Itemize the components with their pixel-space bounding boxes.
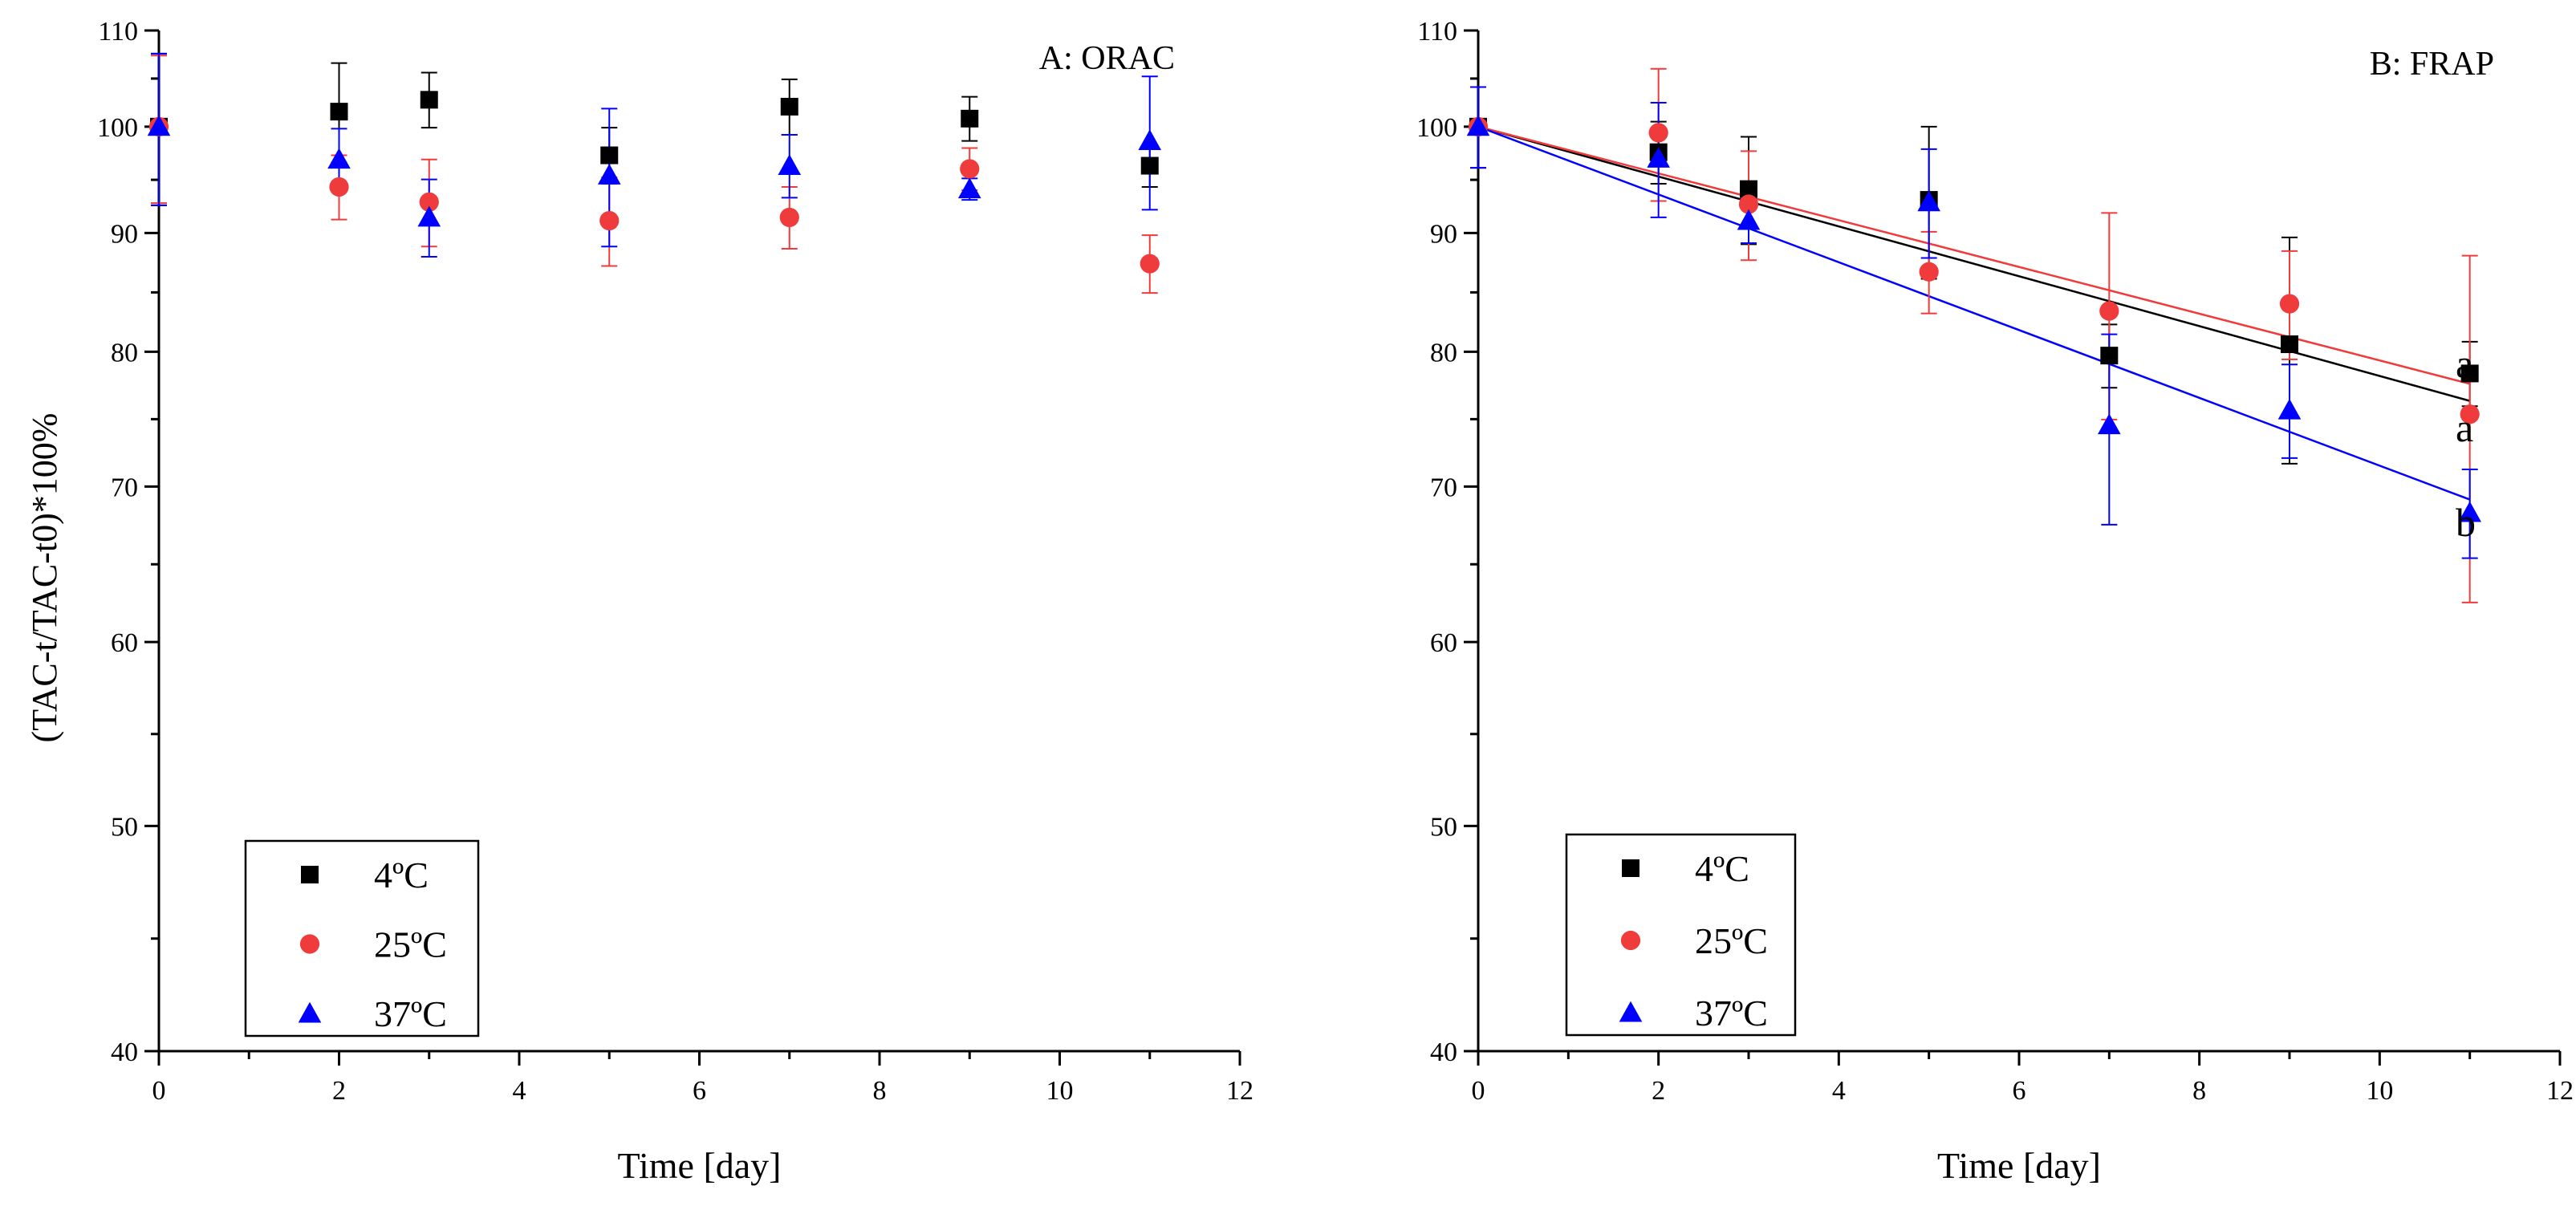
x-tick-label: 6 (693, 1076, 706, 1106)
data-point (1919, 262, 1939, 282)
circle-icon (299, 934, 320, 954)
legend-box (1565, 833, 1797, 1037)
x-tick-label: 2 (332, 1076, 346, 1106)
triangle-icon (298, 1001, 322, 1023)
panel-frap: 0 2 4 6 8 10 12 40 50 60 70 80 90 100 110 Time [day] B: … (1416, 17, 2574, 1186)
y-tick-label: 60 (1430, 628, 1457, 658)
x-tick-label: 10 (2366, 1076, 2393, 1106)
x-tick-label: 0 (1472, 1076, 1485, 1106)
data-point (330, 103, 348, 121)
panel-orac: 0 2 4 6 8 10 12 40 50 60 70 80 90 100 110 Time [day] A: … (97, 17, 1253, 1186)
data-point (419, 192, 439, 212)
x-tick-label: 0 (152, 1076, 166, 1106)
data-point (778, 154, 802, 175)
data-point (957, 177, 981, 199)
data-point (2279, 294, 2300, 314)
data-point (2458, 501, 2481, 522)
y-tick-label: 80 (1430, 338, 1457, 367)
data-point (2099, 301, 2119, 321)
x-tick-label: 4 (513, 1076, 526, 1106)
data-point (960, 159, 980, 179)
data-point (1138, 129, 1162, 151)
square-icon (301, 866, 319, 883)
data-point (1140, 254, 1160, 274)
legend-label: 37ºC (374, 993, 447, 1034)
x-tick-label: 6 (2013, 1076, 2026, 1106)
fit-line (1477, 125, 2471, 501)
x-tick-label: 8 (873, 1076, 887, 1106)
y-tick-label: 60 (111, 628, 138, 658)
data-point (599, 210, 620, 231)
data-point (780, 97, 798, 116)
legend-box (244, 839, 480, 1037)
annotation-label: a (2456, 341, 2473, 386)
y-tick-label: 50 (111, 812, 138, 842)
x-axis-label: Time [day] (1937, 1145, 2101, 1186)
data-point (2460, 404, 2480, 424)
y-tick-label: 100 (97, 113, 138, 143)
data-point (1737, 209, 1761, 230)
legend-label: 4ºC (1695, 848, 1749, 889)
y-tick-label: 40 (111, 1037, 138, 1067)
x-tick-label: 12 (2546, 1076, 2574, 1106)
x-tick-label: 4 (1832, 1076, 1846, 1106)
data-point (2098, 413, 2121, 435)
x-tick-label: 12 (1226, 1076, 1253, 1106)
data-point (1917, 190, 1940, 212)
data-point (147, 115, 171, 136)
data-point (327, 148, 351, 169)
data-point (2277, 398, 2302, 420)
data-point (779, 207, 799, 228)
x-tick-label: 10 (1046, 1076, 1074, 1106)
data-point (2281, 335, 2298, 354)
data-point (1648, 123, 1668, 143)
y-tick-label: 50 (1430, 812, 1457, 842)
data-point (961, 109, 979, 128)
y-tick-label: 100 (1416, 113, 1457, 143)
annotation-label: b (2456, 500, 2476, 545)
data-point (600, 146, 619, 164)
data-point (2460, 364, 2479, 383)
y-tick-label: 70 (1430, 473, 1457, 502)
y-tick-label: 40 (1430, 1037, 1457, 1067)
data-point (329, 177, 349, 197)
x-tick-label: 8 (2192, 1076, 2206, 1106)
y-tick-label: 80 (111, 338, 138, 367)
data-point (1738, 194, 1759, 214)
legend-label: 4ºC (374, 855, 429, 895)
fit-line (1477, 125, 2470, 402)
triangle-icon (1619, 1001, 1643, 1022)
x-axis-label: Time [day] (617, 1145, 781, 1186)
y-tick-label: 90 (111, 219, 138, 249)
data-point (1647, 147, 1670, 168)
square-icon (1622, 859, 1639, 877)
y-tick-label: 110 (98, 17, 138, 47)
annotation-label: a (2456, 405, 2473, 450)
x-tick-label: 2 (1652, 1076, 1665, 1106)
data-point (417, 205, 441, 227)
y-axis-label: (TAC-t/TAC-t0)*100% (25, 413, 64, 743)
data-point (597, 164, 621, 185)
y-tick-label: 110 (1417, 17, 1457, 47)
y-tick-label: 90 (1430, 219, 1457, 249)
chart-title: B: FRAP (2370, 46, 2494, 83)
data-point (1740, 180, 1757, 198)
data-point (1140, 156, 1159, 175)
circle-icon (1620, 930, 1641, 951)
y-tick-label: 70 (111, 473, 138, 502)
legend-label: 25ºC (374, 924, 447, 965)
data-point (2100, 347, 2119, 365)
chart-title: A: ORAC (1039, 40, 1175, 77)
fit-line (1477, 125, 2470, 385)
data-point (1466, 115, 1490, 136)
legend-label: 25ºC (1695, 920, 1768, 961)
legend-label: 37ºC (1695, 993, 1768, 1033)
data-point (420, 91, 438, 109)
